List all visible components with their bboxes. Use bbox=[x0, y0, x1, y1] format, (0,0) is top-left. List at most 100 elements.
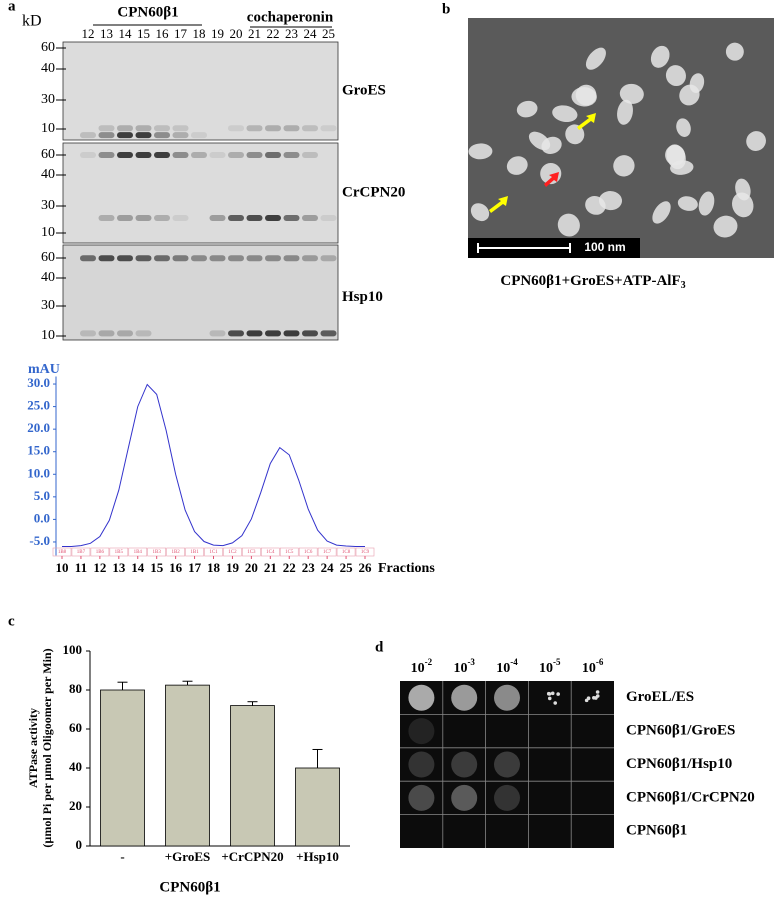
gel-band bbox=[209, 330, 226, 337]
gel-band bbox=[302, 215, 318, 221]
gel-band bbox=[228, 125, 244, 132]
colony bbox=[595, 690, 600, 694]
colony-spot bbox=[451, 684, 478, 711]
gel-band bbox=[246, 152, 263, 158]
gel-band bbox=[283, 330, 300, 337]
gel-band bbox=[154, 152, 170, 158]
x-tick-label: - bbox=[120, 849, 124, 864]
lane-label: 19 bbox=[211, 26, 224, 41]
marker-label: 60 bbox=[41, 147, 55, 162]
gel-band bbox=[117, 330, 133, 337]
particle bbox=[666, 144, 686, 170]
gel-band bbox=[154, 215, 170, 221]
gel-band bbox=[283, 152, 300, 158]
gel-band bbox=[154, 255, 170, 262]
fraction-label: 1C3 bbox=[247, 550, 256, 555]
caption: CPN60β1+GroES+ATP-AlF3 bbox=[500, 273, 685, 291]
gel-band bbox=[172, 132, 189, 139]
fraction-label: 1B8 bbox=[58, 550, 67, 555]
x-tick-label: 11 bbox=[75, 560, 87, 575]
y-tick-label: 40 bbox=[69, 759, 82, 774]
particle bbox=[470, 203, 490, 222]
dilution-label: 10-6 bbox=[582, 657, 604, 676]
y-tick-label: 20 bbox=[69, 798, 82, 813]
colony-spot bbox=[494, 784, 520, 811]
particle bbox=[557, 213, 580, 237]
blot-label: CrCPN20 bbox=[342, 184, 405, 200]
colony bbox=[550, 691, 555, 696]
fraction-label: 1B4 bbox=[134, 550, 143, 555]
fraction-label: 1C4 bbox=[266, 550, 275, 555]
gel-band bbox=[98, 215, 115, 221]
particle bbox=[516, 100, 538, 118]
gel-band bbox=[302, 255, 318, 262]
unit-label: kD bbox=[22, 13, 42, 30]
y-tick-label: 30.0 bbox=[27, 375, 50, 390]
particle bbox=[676, 118, 691, 137]
marker-label: 60 bbox=[41, 40, 55, 55]
colony-spot bbox=[408, 751, 435, 778]
gel-band bbox=[209, 152, 226, 158]
fraction-label: 1B2 bbox=[171, 550, 180, 555]
x-tick-label: 19 bbox=[226, 560, 240, 575]
arrow bbox=[489, 196, 508, 213]
gel-band bbox=[80, 255, 96, 262]
gel-band bbox=[135, 152, 152, 158]
gel-band bbox=[117, 132, 133, 139]
marker-label: 10 bbox=[41, 225, 55, 240]
gel-band bbox=[302, 125, 318, 132]
dilution-label: 10-2 bbox=[411, 657, 433, 676]
bar bbox=[295, 767, 340, 847]
gel-band bbox=[191, 152, 207, 158]
gel-band bbox=[154, 125, 170, 132]
gel-band bbox=[98, 152, 115, 158]
dilution-label: 10-4 bbox=[496, 657, 518, 676]
colony bbox=[553, 701, 558, 705]
gel-band bbox=[117, 125, 133, 132]
dilution-label: 10-5 bbox=[539, 657, 561, 676]
x-tick-label: 10 bbox=[56, 560, 69, 575]
gel-band bbox=[246, 330, 263, 337]
gel-band bbox=[117, 152, 133, 158]
gel-band bbox=[98, 255, 115, 262]
gel-band bbox=[172, 152, 189, 158]
y-tick-label: -5.0 bbox=[29, 533, 50, 548]
colony-spot bbox=[451, 751, 478, 778]
gel-band bbox=[246, 255, 263, 262]
caption-text: CPN60β1+GroES+ATP-AlF bbox=[500, 273, 680, 289]
x-tick-label: 12 bbox=[93, 560, 106, 575]
particle bbox=[731, 192, 754, 218]
marker-label: 30 bbox=[41, 92, 55, 107]
strain-label: CPN60β1/GroES bbox=[626, 723, 735, 739]
fraction-label: 1C6 bbox=[304, 550, 313, 555]
y-tick-label: 5.0 bbox=[34, 488, 50, 503]
gel-band bbox=[191, 132, 207, 139]
lane-label: 18 bbox=[193, 26, 206, 41]
line bbox=[62, 383, 365, 547]
lane-label: 12 bbox=[82, 26, 95, 41]
bar bbox=[230, 705, 275, 847]
gel-band bbox=[320, 215, 337, 221]
colony-spot bbox=[408, 784, 435, 811]
fraction-label: 1B6 bbox=[96, 550, 105, 555]
colony-spot bbox=[408, 718, 435, 745]
gel-band bbox=[135, 125, 152, 132]
fraction-label: 1C7 bbox=[323, 550, 332, 555]
lane-label: 22 bbox=[267, 26, 280, 41]
marker-label: 10 bbox=[41, 121, 55, 136]
gel-band bbox=[172, 125, 189, 132]
strain-label: CPN60β1/Hsp10 bbox=[626, 756, 732, 772]
strain-label: GroEL/ES bbox=[626, 689, 694, 705]
particle bbox=[650, 45, 670, 68]
lane-label: 25 bbox=[322, 26, 335, 41]
panel-label: c bbox=[8, 613, 15, 629]
gel-band bbox=[228, 215, 244, 221]
particle bbox=[746, 131, 766, 151]
x-tick-label: +Hsp10 bbox=[296, 849, 339, 864]
particle bbox=[613, 155, 635, 177]
colony bbox=[547, 696, 552, 701]
x-tick-label: 13 bbox=[112, 560, 126, 575]
gel-band bbox=[98, 132, 115, 139]
x-tick-label: +CrCPN20 bbox=[221, 849, 283, 864]
strain-label: CPN60β1 bbox=[626, 823, 687, 839]
